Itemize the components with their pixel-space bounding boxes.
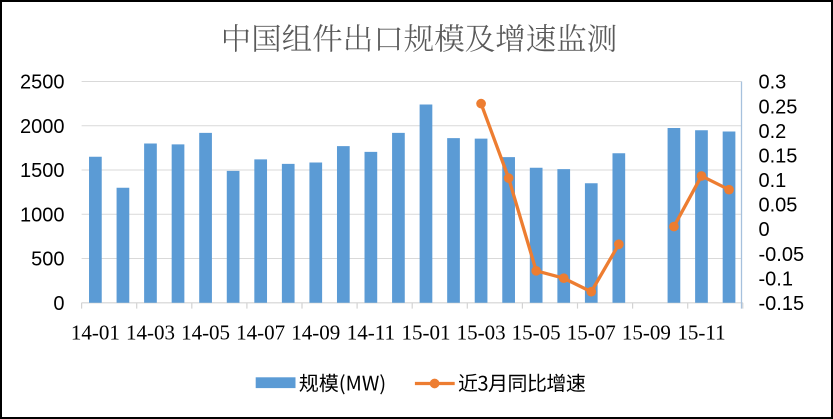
svg-text:500: 500 [31, 249, 64, 271]
svg-text:15-01: 15-01 [401, 321, 450, 345]
svg-text:14-05: 14-05 [181, 321, 230, 345]
svg-text:2000: 2000 [20, 116, 65, 138]
svg-text:0.15: 0.15 [759, 145, 798, 167]
svg-text:0: 0 [759, 219, 770, 241]
svg-text:-0.05: -0.05 [759, 244, 805, 266]
svg-text:0.25: 0.25 [759, 96, 798, 118]
svg-text:14-03: 14-03 [126, 321, 175, 345]
svg-text:-0.1: -0.1 [759, 268, 793, 290]
svg-text:15-11: 15-11 [677, 321, 725, 345]
svg-text:0.2: 0.2 [759, 121, 787, 143]
svg-text:15-09: 15-09 [622, 321, 671, 345]
svg-text:0.1: 0.1 [759, 170, 787, 192]
svg-text:2500: 2500 [20, 72, 65, 94]
svg-text:0.3: 0.3 [759, 72, 787, 94]
svg-text:14-07: 14-07 [236, 321, 285, 345]
svg-text:14-11: 14-11 [347, 321, 395, 345]
svg-text:14-09: 14-09 [291, 321, 340, 345]
svg-text:15-03: 15-03 [457, 321, 506, 345]
svg-text:1500: 1500 [20, 160, 65, 182]
svg-text:1000: 1000 [20, 204, 65, 226]
svg-text:14-01: 14-01 [71, 321, 120, 345]
svg-text:15-05: 15-05 [512, 321, 561, 345]
svg-text:15-07: 15-07 [567, 321, 616, 345]
svg-text:0.05: 0.05 [759, 195, 798, 217]
svg-text:-0.15: -0.15 [759, 293, 805, 315]
svg-text:0: 0 [53, 293, 64, 315]
